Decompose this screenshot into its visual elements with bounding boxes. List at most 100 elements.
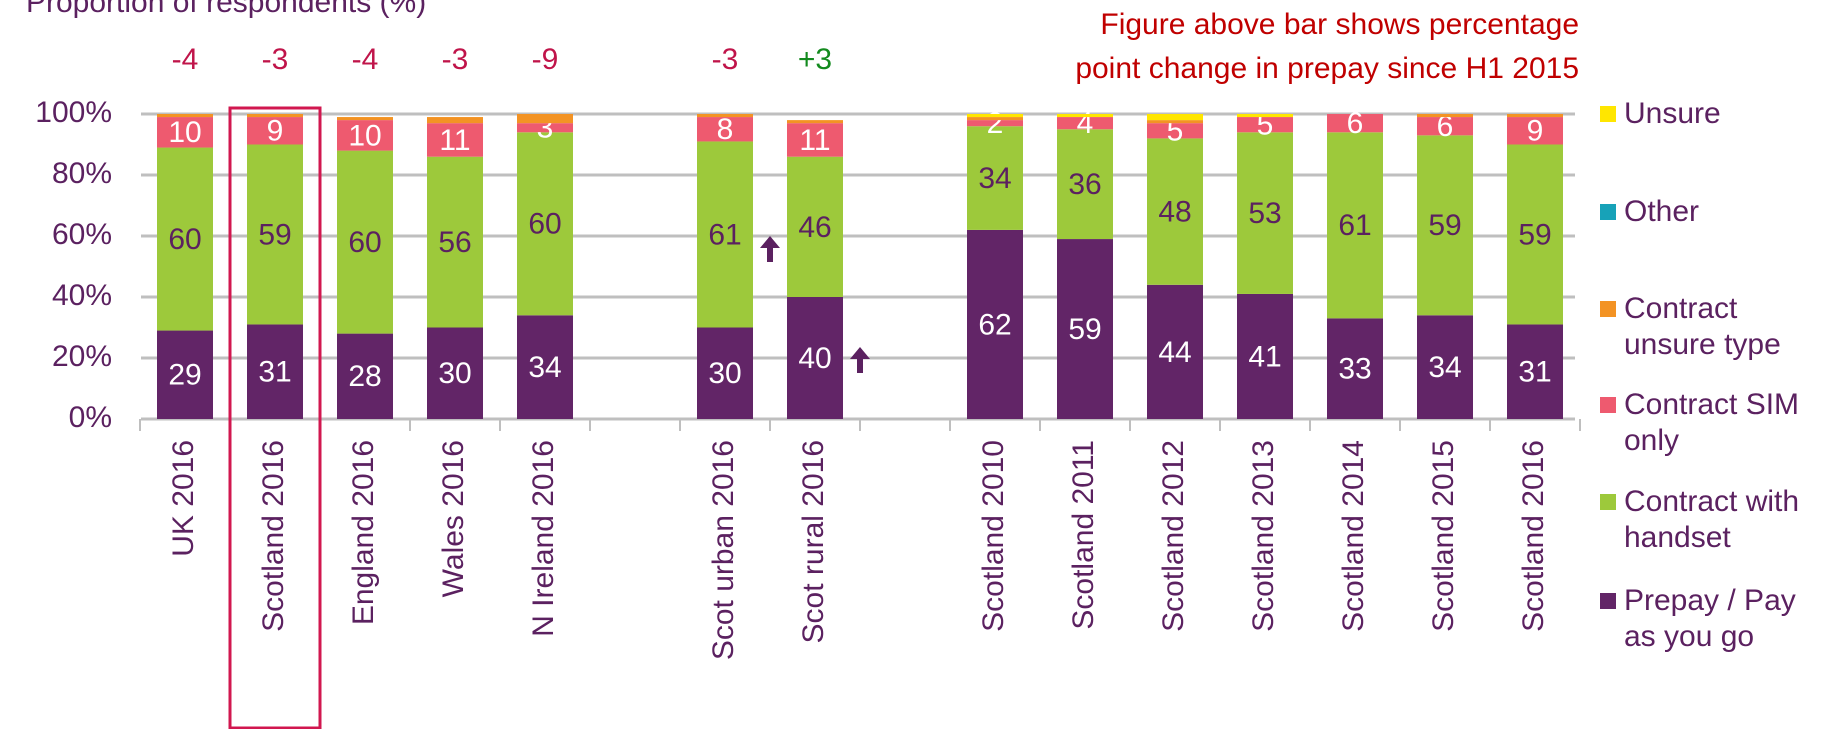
data-label: 31 <box>1518 356 1551 389</box>
legend-item: Contract with handset <box>1600 484 1832 556</box>
bar-segment <box>697 114 753 118</box>
bar-segment <box>697 117 753 142</box>
bar-segment <box>157 330 213 419</box>
bar-segment <box>787 156 843 297</box>
bar-segment <box>1057 114 1113 118</box>
bar-segment <box>1057 129 1113 240</box>
bar-segment <box>337 117 393 121</box>
change-label: -3 <box>442 43 469 76</box>
legend-label: Other <box>1624 195 1700 228</box>
bar-segment <box>967 117 1023 121</box>
y-tick-label: 80% <box>52 157 112 190</box>
bar-segment <box>1327 132 1383 319</box>
bar-segment <box>1147 120 1203 124</box>
bar-segment <box>1237 293 1293 419</box>
arrows <box>760 236 870 373</box>
bar-segment <box>247 117 303 145</box>
up-arrow <box>850 347 870 373</box>
data-label: 36 <box>1068 168 1101 201</box>
data-label: 44 <box>1158 336 1191 369</box>
bar-segment <box>967 120 1023 127</box>
data-label: 10 <box>168 116 201 149</box>
chart-title: Proportion of respondents (%) <box>26 0 426 19</box>
data-label: 11 <box>799 124 830 157</box>
legend-item: Other <box>1600 194 1832 230</box>
legend-item: Prepay / Pay as you go <box>1600 583 1832 655</box>
bar-segment <box>337 150 393 334</box>
change-label: -3 <box>712 43 739 76</box>
bar-segment <box>787 123 843 157</box>
x-tick-label: Scotland 2010 <box>977 440 1010 632</box>
data-label: 30 <box>438 357 471 390</box>
data-label: 41 <box>1248 340 1281 373</box>
bar-segment <box>967 114 1023 118</box>
data-label: 46 <box>798 211 831 244</box>
data-label: 40 <box>798 342 831 375</box>
bar-segment <box>1237 117 1293 133</box>
change-label: -9 <box>532 43 559 76</box>
bar-segment <box>1147 284 1203 419</box>
x-tick-label: UK 2016 <box>167 440 200 557</box>
data-label: 61 <box>1338 209 1371 242</box>
note: Figure above bar shows percentage <box>1100 8 1579 41</box>
data-label: 60 <box>528 208 561 241</box>
data-label: 6 <box>1347 107 1364 140</box>
bar-segment <box>1057 117 1113 130</box>
data-label: 59 <box>1518 218 1551 251</box>
x-tick-label: Scot rural 2016 <box>797 440 830 643</box>
bar-segment <box>247 144 303 325</box>
data-label: 53 <box>1248 197 1281 230</box>
up-arrow <box>760 236 780 262</box>
x-tick-label: Scotland 2011 <box>1067 440 1100 630</box>
data-label: 48 <box>1158 196 1191 229</box>
bar-segment <box>1147 123 1203 139</box>
data-label: 11 <box>439 124 470 157</box>
bar-segment <box>427 117 483 124</box>
bar-segment <box>1507 117 1563 145</box>
change-label: -3 <box>262 43 289 76</box>
bar-segment <box>697 327 753 419</box>
data-label: 34 <box>528 351 561 384</box>
bar-segment <box>1327 114 1383 133</box>
bar-segment <box>427 123 483 157</box>
bar-segment <box>1417 114 1473 118</box>
bar-segment <box>427 327 483 419</box>
bar-segment <box>787 120 843 124</box>
bar-segment <box>517 114 573 124</box>
legend-label: Contract SIM only <box>1624 388 1800 457</box>
data-label: 10 <box>348 119 381 152</box>
bar-segment <box>1237 132 1293 294</box>
data-label: 6 <box>1437 110 1454 143</box>
x-tick-label: Scotland 2015 <box>1427 440 1460 632</box>
bar-segment <box>697 141 753 328</box>
legend-label: Unsure <box>1624 97 1721 130</box>
x-tick-label: Scotland 2016 <box>1517 440 1550 632</box>
bar-segment <box>247 324 303 419</box>
data-label: 9 <box>1527 115 1544 148</box>
bar-segment <box>157 117 213 148</box>
legend-item: Contract SIM only <box>1600 387 1832 459</box>
data-label: 60 <box>168 223 201 256</box>
legend-item: Unsure <box>1600 96 1832 132</box>
data-label: 61 <box>708 218 741 251</box>
bar-segment <box>247 114 303 118</box>
data-label: 59 <box>258 218 291 251</box>
bar-segment <box>517 123 573 133</box>
legend-swatch <box>1600 593 1616 609</box>
data-label: 30 <box>708 357 741 390</box>
data-label: 56 <box>438 226 471 259</box>
data-label: 8 <box>717 113 734 146</box>
y-tick-label: 20% <box>52 340 112 373</box>
data-label: 60 <box>348 226 381 259</box>
bar-segment <box>1417 135 1473 316</box>
bar-segment <box>1417 315 1473 419</box>
y-tick-label: 0% <box>69 401 112 434</box>
bar-segment <box>1237 114 1293 118</box>
bar-segment <box>1327 318 1383 419</box>
y-tick-label: 100% <box>35 96 112 129</box>
data-label: 31 <box>258 356 291 389</box>
bar-segment <box>1507 114 1563 118</box>
x-tick-label: Wales 2016 <box>437 440 470 597</box>
